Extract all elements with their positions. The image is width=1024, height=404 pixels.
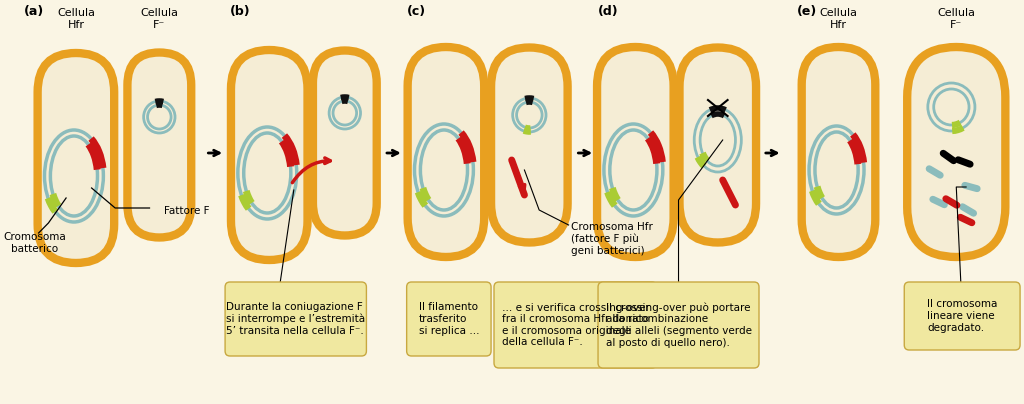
Text: Il crossing-over può portare
alla ricombinazione
degli alleli (segmento verde
al: Il crossing-over può portare alla ricomb… [605, 302, 752, 348]
Text: Il filamento
trasferito
si replica …: Il filamento trasferito si replica … [419, 303, 479, 336]
Bar [306, 169, 314, 189]
Text: Il cromosoma
lineare viene
degradato.: Il cromosoma lineare viene degradato. [927, 299, 997, 332]
Text: Cellula
F⁻: Cellula F⁻ [937, 8, 975, 29]
FancyBboxPatch shape [904, 282, 1020, 350]
Text: … e si verifica crossing-over
fra il cromosoma Hfr donato
e il cromosoma origina: … e si verifica crossing-over fra il cro… [502, 303, 649, 347]
Bar [673, 164, 681, 183]
FancyBboxPatch shape [907, 47, 1006, 257]
Bar [483, 164, 493, 183]
Text: Durante la coniugazione F
si interrompe e l’estremità
5’ transita nella cellula : Durante la coniugazione F si interrompe … [226, 302, 366, 336]
FancyBboxPatch shape [494, 282, 657, 368]
Bar [669, 160, 684, 187]
FancyBboxPatch shape [127, 53, 191, 238]
FancyBboxPatch shape [492, 48, 567, 242]
Text: Cellula
F⁻: Cellula F⁻ [140, 8, 178, 29]
Text: (e): (e) [798, 5, 817, 18]
Text: Cromosoma Hfr
(fattore F più
geni batterici): Cromosoma Hfr (fattore F più geni batter… [570, 222, 652, 256]
Text: (a): (a) [24, 5, 44, 18]
FancyBboxPatch shape [597, 47, 674, 257]
FancyBboxPatch shape [38, 53, 115, 263]
FancyBboxPatch shape [680, 48, 756, 242]
Text: Fattore F: Fattore F [164, 206, 210, 216]
FancyBboxPatch shape [225, 282, 367, 356]
Text: Cellula
Hfr: Cellula Hfr [819, 8, 857, 29]
FancyBboxPatch shape [598, 282, 759, 368]
Text: Cromosoma
batterico: Cromosoma batterico [3, 232, 67, 254]
FancyBboxPatch shape [408, 47, 484, 257]
Text: (b): (b) [230, 5, 251, 18]
Text: (d): (d) [598, 5, 618, 18]
Text: Cellula
Hfr: Cellula Hfr [57, 8, 95, 29]
Bar [479, 160, 496, 187]
Bar [303, 165, 317, 193]
FancyBboxPatch shape [802, 47, 876, 257]
Text: (c): (c) [407, 5, 426, 18]
FancyBboxPatch shape [231, 50, 307, 260]
FancyBboxPatch shape [313, 50, 377, 236]
FancyBboxPatch shape [407, 282, 492, 356]
